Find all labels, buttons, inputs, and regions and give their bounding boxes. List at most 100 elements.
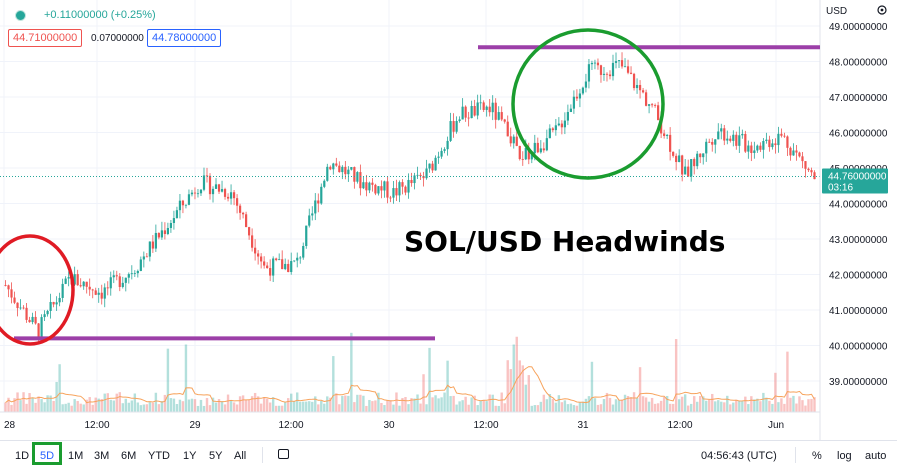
candle-body (641, 90, 645, 93)
candle-body (244, 214, 248, 228)
price-chart[interactable]: 49.00000000 48.00000000 47.00000000 46.0000… (0, 0, 897, 440)
volume-bar (34, 402, 37, 412)
volume-bar (250, 396, 254, 412)
range-3m[interactable]: 3M (94, 450, 110, 462)
candle-body (470, 106, 473, 119)
candle-body (31, 316, 34, 323)
candle-body (296, 257, 299, 261)
candle-body (759, 145, 762, 150)
candle-body (178, 200, 182, 211)
candle-body (302, 246, 305, 258)
candle-body (720, 128, 723, 132)
volume-bar (533, 405, 537, 412)
volume-bar (308, 401, 311, 412)
volume-bar (205, 398, 209, 412)
volume-bar (689, 403, 693, 412)
volume-bar (106, 393, 109, 412)
volume-bar (4, 402, 7, 412)
candle-body (235, 198, 239, 206)
candle-body (281, 259, 284, 270)
volume-bar (735, 399, 738, 412)
date-range-icon[interactable] (278, 449, 289, 459)
volume-bar (344, 395, 347, 412)
volume-bar (320, 400, 323, 412)
range-6m[interactable]: 6M (121, 450, 137, 462)
candle-body (187, 194, 191, 205)
candle-body (88, 286, 91, 290)
candle-body (551, 128, 554, 131)
candle-body (542, 148, 545, 151)
divider (795, 447, 796, 463)
volume-bar (542, 394, 546, 412)
range-all[interactable]: All (234, 450, 247, 462)
candle-body (317, 200, 320, 204)
candle-body (792, 150, 795, 156)
clock-time[interactable]: 04:56:43 (UTC) (701, 450, 777, 462)
candle-body (395, 188, 398, 196)
candle-body (804, 161, 807, 169)
volume-bar (136, 402, 140, 412)
range-1m[interactable]: 1M (68, 450, 84, 462)
volume-bar (506, 360, 509, 412)
candle-body (560, 123, 563, 128)
volume-bar (527, 375, 530, 412)
volume-bar (398, 405, 401, 412)
candle-body (169, 223, 173, 228)
candle-body (103, 287, 106, 299)
x-tick-label: 29 (189, 420, 201, 431)
candle-body (693, 159, 696, 167)
candle-body (768, 139, 771, 148)
volume-bar (190, 398, 194, 412)
volume-bar (503, 403, 506, 412)
candle-body (798, 152, 801, 157)
range-5y[interactable]: 5Y (209, 450, 223, 462)
volume-bar (181, 401, 185, 412)
volume-bar (121, 403, 124, 412)
candle-body (205, 175, 209, 177)
volume-bar (401, 398, 404, 412)
volume-bar (452, 395, 455, 412)
volume-bar (539, 401, 543, 412)
percent-toggle[interactable]: % (812, 450, 822, 462)
volume-bar (566, 404, 570, 412)
volume-bar (208, 405, 212, 412)
volume-bar (714, 401, 717, 412)
range-5d[interactable]: 5D (40, 450, 55, 462)
candle-body (275, 258, 278, 261)
volume-bar (410, 398, 413, 412)
volume-bar (473, 395, 476, 412)
volume-bar (238, 396, 242, 412)
candle-body (780, 133, 783, 136)
volume-bar (515, 336, 518, 412)
volume-bar (560, 402, 564, 412)
volume-bar (220, 401, 224, 412)
volume-bar (467, 404, 470, 412)
candle-body (293, 260, 296, 262)
volume-bar (572, 405, 576, 412)
candle-body (52, 302, 55, 305)
bid-price[interactable]: 44.71000000 (8, 29, 83, 47)
candle-body (91, 289, 94, 291)
range-1y[interactable]: 1Y (183, 450, 197, 462)
range-1d[interactable]: 1D (15, 450, 30, 462)
log-toggle[interactable]: log (837, 450, 852, 462)
ask-price[interactable]: 44.78000000 (147, 29, 222, 47)
candle-body (578, 93, 582, 99)
volume-bar (677, 399, 681, 412)
auto-toggle[interactable]: auto (865, 450, 887, 462)
candle-body (49, 302, 52, 311)
volume-bar (235, 404, 239, 412)
candle-body (554, 125, 557, 131)
volume-bar (437, 398, 440, 412)
range-ytd[interactable]: YTD (148, 450, 170, 462)
y-tick-label: 43.00000000 (829, 235, 888, 246)
candle-body (121, 282, 124, 287)
volume-bar (368, 399, 371, 412)
candle-body (133, 273, 136, 275)
countdown-label: 03:16 (828, 183, 853, 194)
x-tick-label: 12:00 (473, 420, 498, 431)
candle-body (479, 102, 482, 104)
volume-bar (341, 396, 344, 412)
volume-bar (10, 404, 13, 412)
volume-bar (440, 397, 443, 412)
